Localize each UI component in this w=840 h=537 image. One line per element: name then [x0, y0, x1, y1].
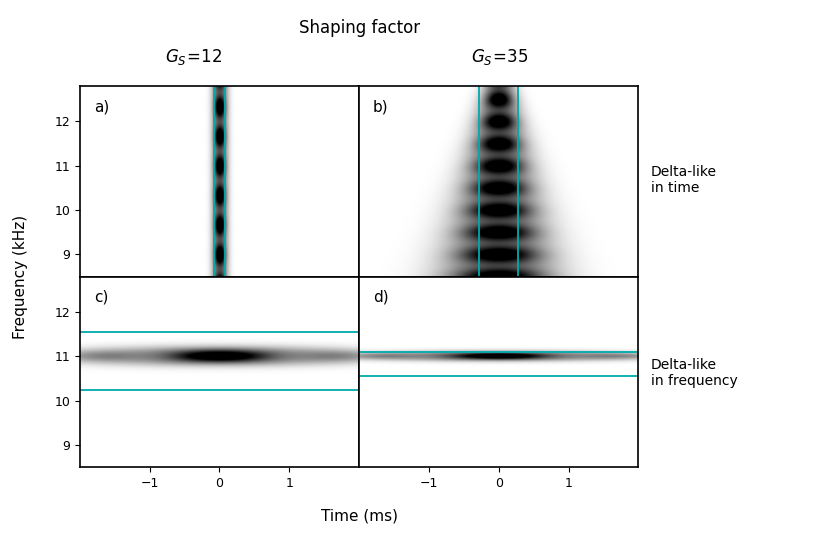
Text: $G_S\!=\!12$: $G_S\!=\!12$ [165, 47, 222, 67]
Text: c): c) [94, 290, 108, 305]
Text: Delta-like
in time: Delta-like in time [651, 165, 717, 195]
Text: b): b) [373, 99, 389, 114]
Text: Shaping factor: Shaping factor [299, 19, 420, 37]
Text: Time (ms): Time (ms) [321, 508, 398, 523]
Text: $G_S\!=\!35$: $G_S\!=\!35$ [471, 47, 528, 67]
Text: a): a) [94, 99, 109, 114]
Text: Frequency (kHz): Frequency (kHz) [13, 214, 29, 339]
Text: d): d) [373, 290, 389, 305]
Text: Delta-like
in frequency: Delta-like in frequency [651, 358, 738, 388]
